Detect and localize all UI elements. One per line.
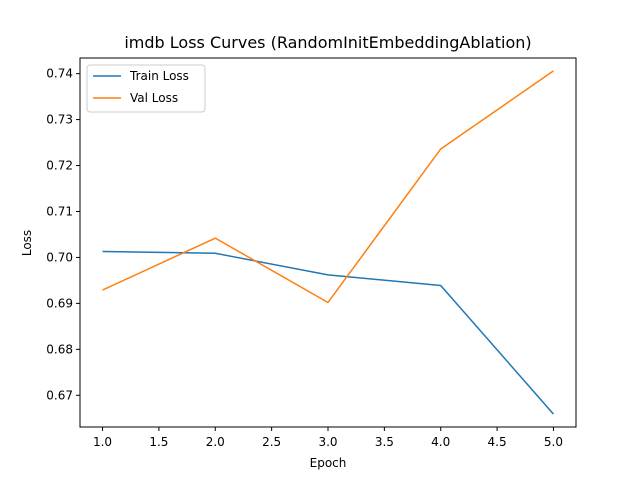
x-tick-label: 2.0 <box>206 435 225 449</box>
y-tick-label: 0.68 <box>46 342 73 356</box>
legend-label-val-loss: Val Loss <box>130 91 178 105</box>
y-tick-label: 0.69 <box>46 296 73 310</box>
y-tick-label: 0.71 <box>46 204 73 218</box>
x-tick-label: 5.0 <box>544 435 563 449</box>
x-tick-label: 2.5 <box>262 435 281 449</box>
x-tick-label: 3.0 <box>318 435 337 449</box>
x-tick-label: 1.0 <box>93 435 112 449</box>
series-line-val-loss <box>102 70 554 304</box>
x-tick-label: 1.5 <box>149 435 168 449</box>
x-axis-label: Epoch <box>310 456 347 470</box>
x-axis-ticks: 1.0 1.5 2.0 2.5 3.0 3.5 4.0 4.5 5.0 <box>93 427 563 449</box>
y-axis-label: Loss <box>20 230 34 256</box>
x-tick-label: 4.0 <box>431 435 450 449</box>
series-line-train-loss <box>102 250 555 415</box>
legend-label-train-loss: Train Loss <box>129 69 189 83</box>
y-tick-label: 0.70 <box>46 250 73 264</box>
y-tick-label: 0.72 <box>46 159 73 173</box>
plot-lines <box>102 70 555 415</box>
legend: Train Loss Val Loss <box>86 64 206 113</box>
x-tick-label: 3.5 <box>375 435 394 449</box>
x-tick-label: 4.5 <box>488 435 507 449</box>
chart-title: imdb Loss Curves (RandomInitEmbeddingAbl… <box>124 33 531 52</box>
y-tick-label: 0.74 <box>46 67 73 81</box>
plot-frame <box>79 57 577 428</box>
y-tick-label: 0.73 <box>46 113 73 127</box>
y-tick-label: 0.67 <box>46 388 73 402</box>
y-axis-ticks: 0.67 0.68 0.69 0.70 0.71 0.72 0.73 0.74 <box>46 67 80 402</box>
